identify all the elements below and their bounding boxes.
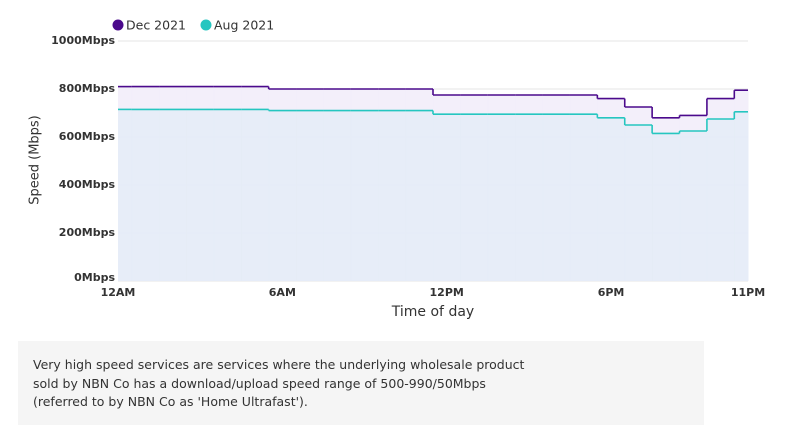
area-step: [131, 109, 160, 282]
area-step: [679, 131, 708, 281]
area-step: [350, 110, 379, 281]
area-step: [460, 114, 489, 281]
area-step: [405, 110, 434, 281]
area-step: [118, 109, 133, 282]
legend-marker: [112, 19, 124, 31]
note-line: (referred to by NBN Co as 'Home Ultrafas…: [33, 394, 308, 409]
area-step: [268, 110, 297, 281]
y-axis-label: Speed (Mbps): [28, 115, 43, 205]
note-line: sold by NBN Co has a download/upload spe…: [33, 375, 486, 391]
area-step: [213, 109, 242, 282]
y-tick-label: 600Mbps: [59, 130, 116, 143]
y-tick-label: 200Mbps: [59, 226, 116, 239]
x-tick-label: 6AM: [269, 286, 296, 299]
y-tick-label: 400Mbps: [59, 178, 116, 191]
x-tick-label: 11PM: [731, 286, 765, 299]
area-step: [241, 109, 270, 282]
y-tick-label: 800Mbps: [59, 82, 116, 95]
note-line: Very high speed services are services wh…: [33, 357, 525, 372]
area-step: [296, 110, 324, 281]
area-step: [569, 114, 598, 281]
area-step: [515, 114, 544, 281]
legend-label: Aug 2021: [214, 18, 274, 33]
legend-label: Dec 2021: [126, 18, 186, 33]
area-step: [378, 110, 407, 281]
area-step: [186, 109, 215, 282]
legend-marker: [200, 19, 212, 31]
note-box: Very high speed services are services wh…: [18, 341, 704, 425]
area-step: [624, 125, 653, 281]
area-step: [159, 109, 187, 282]
area-step: [734, 111, 749, 281]
x-axis-label: Time of day: [391, 304, 474, 320]
y-tick-label: 0Mbps: [74, 271, 115, 284]
x-tick-label: 6PM: [598, 286, 625, 299]
area-step: [433, 114, 461, 281]
y-tick-label: 1000Mbps: [51, 34, 115, 47]
area-step: [487, 114, 516, 281]
x-tick-label: 12PM: [430, 286, 464, 299]
area-step: [323, 110, 352, 281]
area-step: [706, 119, 735, 281]
chart: Speed (Mbps) Time of day 0Mbps 200Mbps 400…: [28, 18, 766, 321]
x-tick-label: 12AM: [101, 286, 136, 299]
area-step: [542, 114, 571, 281]
area-step: [652, 133, 681, 281]
area-step: [597, 117, 626, 281]
